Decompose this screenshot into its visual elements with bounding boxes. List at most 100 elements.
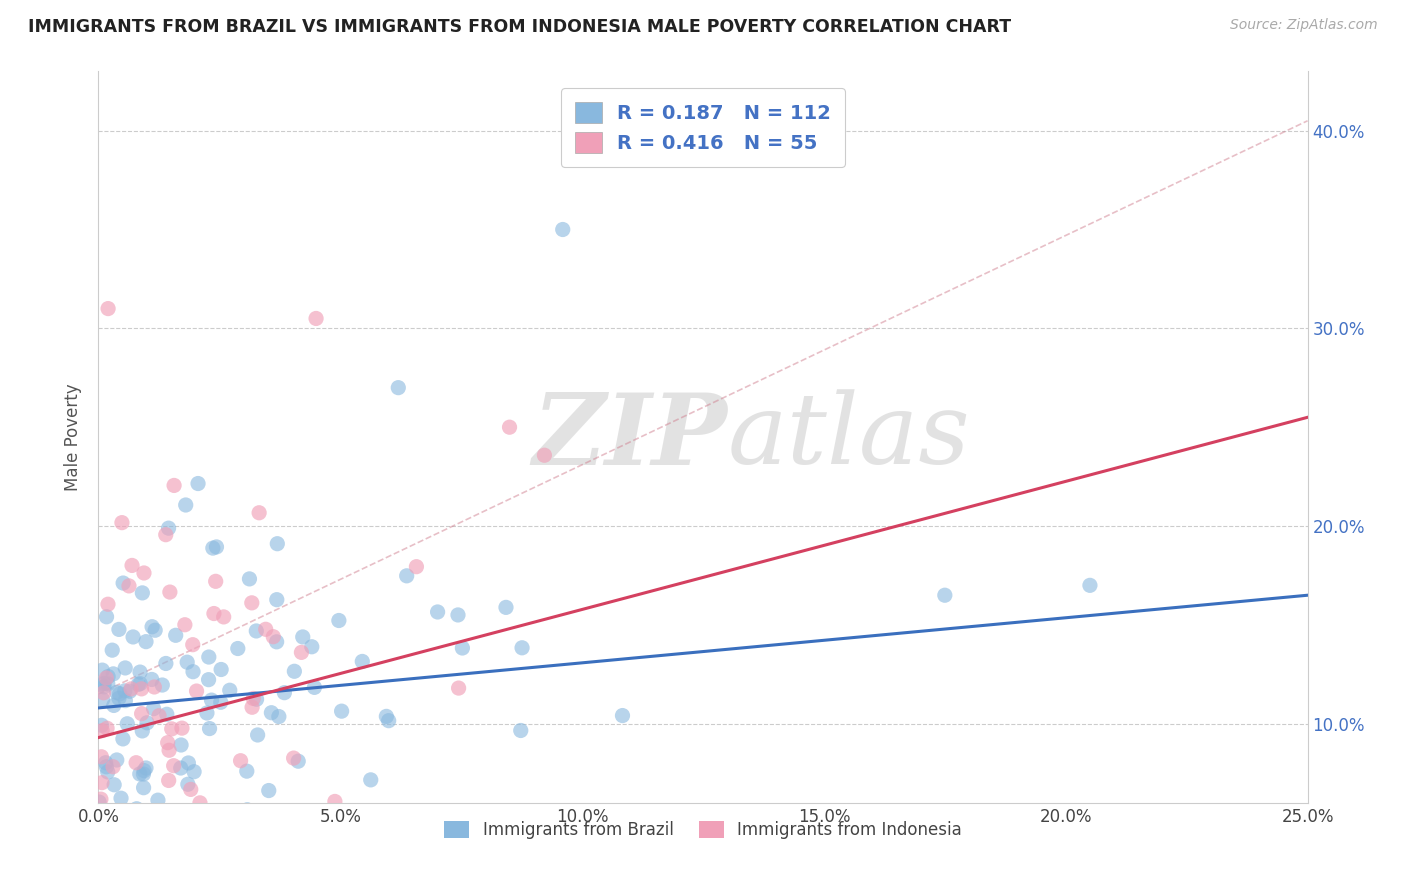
Point — [204, 828, 226, 842]
Point — [105, 685, 128, 699]
Point — [242, 691, 264, 706]
Text: IMMIGRANTS FROM BRAZIL VS IMMIGRANTS FROM INDONESIA MALE POVERTY CORRELATION CHA: IMMIGRANTS FROM BRAZIL VS IMMIGRANTS FRO… — [28, 18, 1011, 36]
Point — [229, 754, 252, 768]
Point — [1078, 578, 1101, 592]
Point — [125, 802, 148, 816]
Point — [170, 761, 193, 775]
Point — [142, 701, 165, 715]
Point — [240, 596, 263, 610]
Point — [121, 558, 143, 573]
Point — [510, 640, 533, 655]
Point — [124, 820, 146, 834]
Point — [201, 541, 224, 555]
Point — [125, 756, 148, 770]
Point — [103, 666, 125, 681]
Point — [91, 663, 114, 677]
Point — [103, 698, 125, 713]
Point — [91, 692, 114, 706]
Point — [186, 684, 208, 698]
Point — [103, 778, 125, 792]
Point — [94, 756, 117, 770]
Point — [209, 695, 232, 709]
Point — [245, 624, 267, 638]
Point — [100, 811, 122, 825]
Point — [93, 676, 115, 690]
Point — [90, 677, 112, 691]
Point — [262, 630, 284, 644]
Point — [163, 478, 186, 492]
Point — [204, 574, 226, 589]
Point — [135, 761, 157, 775]
Point — [128, 767, 150, 781]
Point — [238, 572, 260, 586]
Point — [247, 506, 270, 520]
Point — [160, 835, 183, 849]
Point — [304, 681, 326, 695]
Point — [170, 721, 193, 735]
Point — [447, 681, 470, 695]
Point — [187, 476, 209, 491]
Point — [118, 684, 141, 698]
Point — [447, 607, 470, 622]
Point — [451, 640, 474, 655]
Point — [93, 686, 115, 700]
Point — [287, 754, 309, 768]
Point — [156, 736, 179, 750]
Point — [405, 559, 427, 574]
Y-axis label: Male Poverty: Male Poverty — [65, 384, 83, 491]
Point — [96, 721, 118, 735]
Point — [114, 661, 136, 675]
Point — [245, 692, 267, 706]
Point — [188, 796, 211, 810]
Point — [97, 677, 120, 691]
Point — [260, 706, 283, 720]
Point — [330, 704, 353, 718]
Point — [240, 700, 263, 714]
Point — [108, 687, 131, 701]
Point — [131, 706, 153, 721]
Point — [247, 819, 270, 833]
Point — [498, 420, 520, 434]
Point — [509, 723, 531, 738]
Point — [395, 569, 418, 583]
Point — [159, 585, 181, 599]
Legend: Immigrants from Brazil, Immigrants from Indonesia: Immigrants from Brazil, Immigrants from … — [437, 814, 969, 846]
Point — [132, 566, 155, 580]
Point — [136, 715, 159, 730]
Point — [114, 683, 136, 698]
Point — [148, 708, 170, 723]
Point — [267, 709, 290, 723]
Point — [143, 680, 166, 694]
Point — [174, 498, 197, 512]
Point — [170, 738, 193, 752]
Point — [101, 643, 124, 657]
Point — [173, 813, 195, 827]
Point — [426, 605, 449, 619]
Point — [155, 527, 177, 541]
Point — [551, 222, 574, 236]
Point — [98, 827, 121, 841]
Point — [176, 655, 198, 669]
Point — [181, 638, 204, 652]
Point — [90, 718, 112, 732]
Point — [114, 693, 136, 707]
Point — [132, 780, 155, 795]
Point — [183, 764, 205, 779]
Point — [155, 657, 177, 671]
Point — [283, 751, 305, 765]
Point — [266, 635, 288, 649]
Point — [934, 588, 956, 602]
Point — [209, 663, 232, 677]
Point — [177, 756, 200, 770]
Point — [131, 723, 153, 738]
Point — [141, 673, 163, 687]
Point — [127, 677, 149, 691]
Point — [135, 634, 157, 648]
Point — [97, 764, 120, 779]
Point — [117, 716, 139, 731]
Point — [290, 645, 312, 659]
Point — [96, 760, 118, 774]
Point — [87, 795, 110, 809]
Point — [291, 630, 314, 644]
Point — [131, 681, 153, 696]
